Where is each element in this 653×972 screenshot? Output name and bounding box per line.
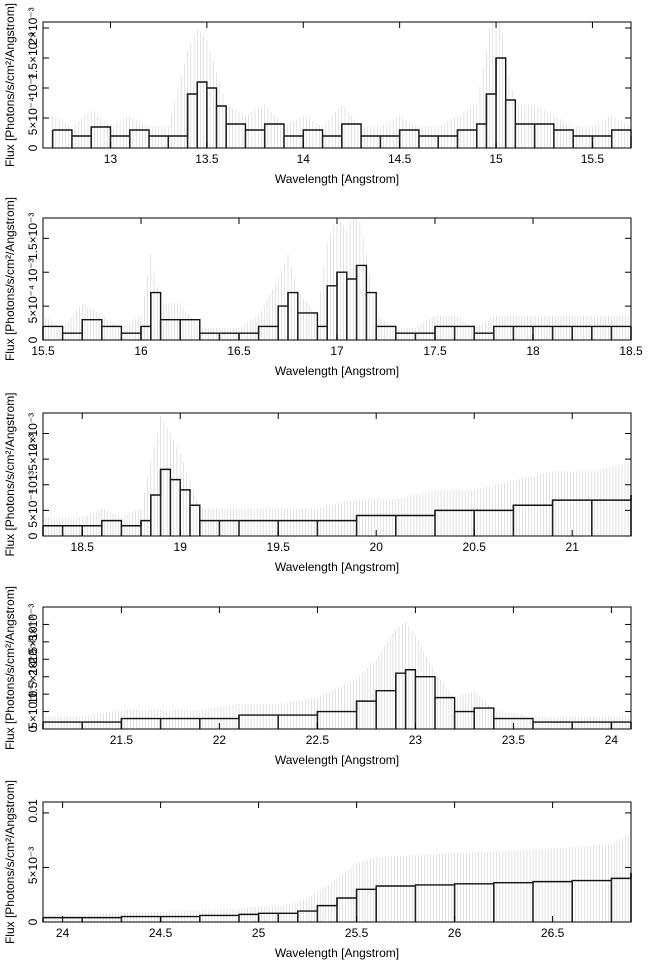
- x-tick-label: 24.5: [149, 926, 173, 940]
- y-tick-label: 5×10⁻⁴: [26, 285, 40, 324]
- y-axis-label: Flux [Photons/s/cm²/Angstrom]: [3, 197, 17, 361]
- y-tick-label: 0: [26, 532, 40, 539]
- x-tick-label: 14.5: [388, 152, 412, 166]
- x-tick-label: 22: [213, 733, 227, 747]
- y-tick-label: 0: [26, 725, 40, 732]
- x-tick-label: 17: [330, 344, 344, 358]
- y-tick-label: 1.5×10⁻³: [26, 32, 40, 79]
- x-tick-label: 24: [56, 926, 70, 940]
- y-tick-label: 2×10⁻³: [26, 639, 40, 676]
- y-tick-label: 10⁻³: [26, 680, 40, 704]
- x-tick-label: 17.5: [423, 344, 447, 358]
- x-tick-label: 18.5: [619, 344, 643, 358]
- y-tick-label: 2×10⁻³: [26, 7, 40, 44]
- y-tick-label: 0: [26, 918, 40, 925]
- x-tick-label: 23: [409, 733, 423, 747]
- x-tick-label: 20: [370, 540, 384, 554]
- y-axis-label: Flux [Photons/s/cm²/Angstrom]: [3, 586, 17, 750]
- x-tick-label: 19.5: [267, 540, 291, 554]
- chart-panel: 18.5 19 19.5 20 20.5 21 5×10⁻⁴10⁻³1.5×10⁻³2×10…: [3, 392, 632, 574]
- x-tick-label: 24: [605, 733, 619, 747]
- y-tick-label: 5×10⁻⁴: [26, 97, 40, 136]
- x-tick-label: 15: [489, 152, 503, 166]
- chart-panel: 21.5 22 22.5 23 23.5 24 5×10⁻⁴10⁻³1.5×10⁻³2×10…: [3, 586, 632, 767]
- x-tick-label: 18.5: [71, 540, 95, 554]
- y-tick-label: 10⁻³: [26, 258, 40, 282]
- x-tick-label: 19: [174, 540, 188, 554]
- x-axis-label: Wavelength [Angstrom]: [275, 753, 399, 767]
- x-tick-label: 23.5: [502, 733, 526, 747]
- y-tick-label: 5×10⁻⁴: [26, 690, 40, 729]
- x-axis-label: Wavelength [Angstrom]: [275, 946, 399, 960]
- y-tick-label: 1.5×10⁻³: [26, 433, 40, 480]
- x-tick-label: 13: [104, 152, 118, 166]
- y-tick-label: 5×10⁻³: [26, 847, 40, 884]
- x-tick-label: 22.5: [306, 733, 330, 747]
- y-tick-label: 0: [26, 144, 40, 151]
- x-tick-label: 26.5: [541, 926, 565, 940]
- x-tick-label: 25.5: [345, 926, 369, 940]
- chart-panel: 13 13.5 14 14.5 15 15.5 5×10⁻⁴10⁻³1.5×10⁻³2×10…: [3, 3, 632, 186]
- y-tick-label: 2×10⁻³: [26, 413, 40, 450]
- y-tick-label: 5×10⁻⁴: [26, 489, 40, 528]
- flux-step-line: [43, 468, 632, 527]
- y-tick-label: 10⁻³: [26, 471, 40, 495]
- x-tick-label: 25: [252, 926, 266, 940]
- x-tick-label: 16.5: [227, 344, 251, 358]
- x-tick-label: 16: [134, 344, 148, 358]
- plot-frame: [42, 21, 632, 149]
- x-tick-label: 21: [566, 540, 580, 554]
- y-tick-label: 3×10⁻³: [26, 604, 40, 641]
- y-tick-label: 0: [26, 336, 40, 343]
- plot-frame: [42, 606, 632, 730]
- flux-step-line: [52, 57, 632, 137]
- plot-frame: [42, 412, 632, 537]
- y-tick-label: 1.5×10⁻³: [26, 651, 40, 698]
- x-tick-label: 13.5: [195, 152, 219, 166]
- y-tick-label: 1.5×10⁻³: [26, 213, 40, 260]
- x-tick-label: 20.5: [463, 540, 487, 554]
- x-tick-label: 15.5: [31, 344, 55, 358]
- x-axis-label: Wavelength [Angstrom]: [275, 560, 399, 574]
- x-tick-label: 21.5: [110, 733, 134, 747]
- y-axis-label: Flux [Photons/s/cm²/Angstrom]: [3, 392, 17, 556]
- x-tick-label: 14: [297, 152, 311, 166]
- x-axis-label: Wavelength [Angstrom]: [275, 172, 399, 186]
- y-tick-label: 10⁻³: [26, 74, 40, 98]
- x-tick-label: 18: [526, 344, 540, 358]
- x-axis-label: Wavelength [Angstrom]: [275, 364, 399, 378]
- chart-panel: 24 24.5 25 25.5 26 26.5 5×10⁻³ 0.01 0 Wavelength …: [3, 780, 632, 960]
- plot-frame: [42, 801, 632, 923]
- flux-step-line: [43, 669, 631, 723]
- chart-panel: 15.5 16 16.5 17 17.5 18 18.5 5×10⁻⁴ 10⁻³1.5×10⁻³…: [3, 197, 643, 378]
- y-tick-label: 2.5×10⁻³: [26, 616, 40, 663]
- y-axis-label: Flux [Photons/s/cm²/Angstrom]: [3, 780, 17, 944]
- x-tick-label: 15.5: [581, 152, 605, 166]
- x-tick-label: 26: [448, 926, 462, 940]
- y-tick-label: 0.01: [26, 799, 40, 823]
- y-axis-label: Flux [Photons/s/cm²/Angstrom]: [3, 3, 17, 167]
